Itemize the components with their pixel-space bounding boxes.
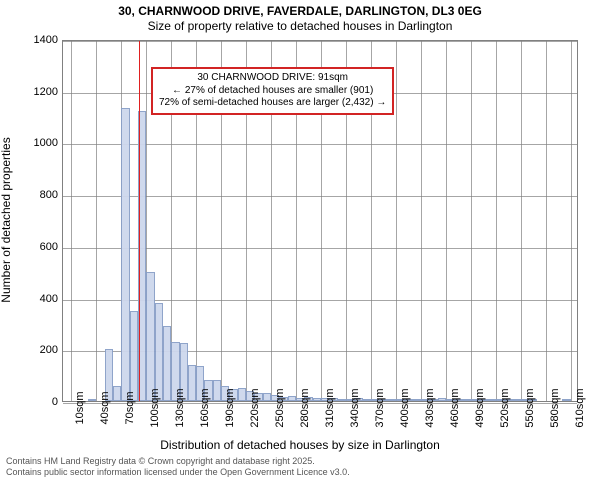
x-tick-label: 10sqm	[74, 391, 86, 424]
y-tick-label: 1200	[8, 86, 58, 98]
x-tick-label: 400sqm	[399, 388, 411, 427]
histogram-bar	[238, 388, 246, 401]
histogram-bar	[438, 398, 446, 401]
chart-area: Number of detached properties 0 200 400 600…	[0, 34, 600, 454]
x-tick-label: 160sqm	[199, 388, 211, 427]
histogram-bar	[562, 399, 570, 401]
x-tick-label: 370sqm	[374, 388, 386, 427]
x-tick-label: 280sqm	[299, 388, 311, 427]
histogram-bar	[130, 311, 138, 402]
x-tick-label: 100sqm	[149, 388, 161, 427]
x-axis-title: Distribution of detached houses by size …	[0, 438, 600, 452]
x-tick-label: 520sqm	[499, 388, 511, 427]
annotation-line: 30 CHARNWOOD DRIVE: 91sqm	[159, 72, 386, 85]
histogram-bar	[88, 399, 96, 401]
gridline-v	[96, 41, 97, 401]
histogram-bar	[487, 399, 495, 401]
histogram-bar	[413, 399, 421, 401]
footer-line-1: Contains HM Land Registry data © Crown c…	[6, 456, 594, 467]
x-tick-label: 490sqm	[474, 388, 486, 427]
gridline-v	[521, 41, 522, 401]
y-tick-label: 400	[8, 293, 58, 305]
histogram-bar	[155, 303, 163, 401]
histogram-bar	[263, 393, 271, 401]
gridline-v	[396, 41, 397, 401]
gridline-h	[63, 41, 577, 42]
x-tick-label: 340sqm	[349, 388, 361, 427]
x-tick-label: 70sqm	[124, 391, 136, 424]
histogram-bar	[462, 399, 470, 401]
x-tick-label: 610sqm	[574, 388, 586, 427]
histogram-bar	[512, 399, 520, 401]
histogram-bar	[113, 386, 121, 402]
y-axis-title: Number of detached properties	[0, 137, 13, 302]
histogram-bar	[163, 326, 171, 401]
x-tick-label: 220sqm	[249, 388, 261, 427]
histogram-bar	[121, 108, 129, 401]
gridline-v	[571, 41, 572, 401]
x-tick-label: 130sqm	[174, 388, 186, 427]
footer-attribution: Contains HM Land Registry data © Crown c…	[0, 454, 600, 479]
x-tick-label: 310sqm	[324, 388, 336, 427]
y-tick-label: 1000	[8, 137, 58, 149]
y-tick-label: 600	[8, 241, 58, 253]
x-tick-label: 580sqm	[549, 388, 561, 427]
footer-line-2: Contains public sector information licen…	[6, 467, 594, 478]
histogram-bar	[146, 272, 154, 401]
gridline-v	[546, 41, 547, 401]
x-tick-label: 190sqm	[224, 388, 236, 427]
title-line-2: Size of property relative to detached ho…	[0, 19, 600, 34]
gridline-v	[496, 41, 497, 401]
histogram-bar	[288, 396, 296, 401]
gridline-v	[421, 41, 422, 401]
title-line-1: 30, CHARNWOOD DRIVE, FAVERDALE, DARLINGT…	[0, 4, 600, 19]
gridline-v	[446, 41, 447, 401]
gridline-v	[471, 41, 472, 401]
y-tick-label: 1400	[8, 34, 58, 46]
y-tick-label: 800	[8, 189, 58, 201]
histogram-bar	[313, 398, 321, 401]
x-tick-label: 40sqm	[99, 391, 111, 424]
annotation-box: 30 CHARNWOOD DRIVE: 91sqm← 27% of detach…	[151, 67, 394, 115]
x-tick-label: 550sqm	[524, 388, 536, 427]
histogram-bar	[388, 399, 396, 401]
y-tick-label: 0	[8, 396, 58, 408]
x-tick-label: 460sqm	[449, 388, 461, 427]
annotation-line: 72% of semi-detached houses are larger (…	[159, 97, 386, 110]
histogram-bar	[363, 399, 371, 401]
x-tick-label: 430sqm	[424, 388, 436, 427]
y-tick-label: 200	[8, 344, 58, 356]
histogram-bar	[213, 380, 221, 401]
chart-title-block: 30, CHARNWOOD DRIVE, FAVERDALE, DARLINGT…	[0, 0, 600, 34]
x-tick-label: 250sqm	[274, 388, 286, 427]
annotation-line: ← 27% of detached houses are smaller (90…	[159, 85, 386, 98]
histogram-bar	[338, 399, 346, 401]
gridline-v	[71, 41, 72, 401]
marker-line	[139, 41, 140, 401]
plot-area: 30 CHARNWOOD DRIVE: 91sqm← 27% of detach…	[62, 40, 578, 402]
histogram-bar	[188, 365, 196, 401]
